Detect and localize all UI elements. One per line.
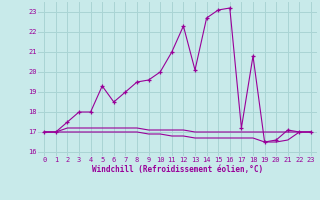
X-axis label: Windchill (Refroidissement éolien,°C): Windchill (Refroidissement éolien,°C) xyxy=(92,165,263,174)
